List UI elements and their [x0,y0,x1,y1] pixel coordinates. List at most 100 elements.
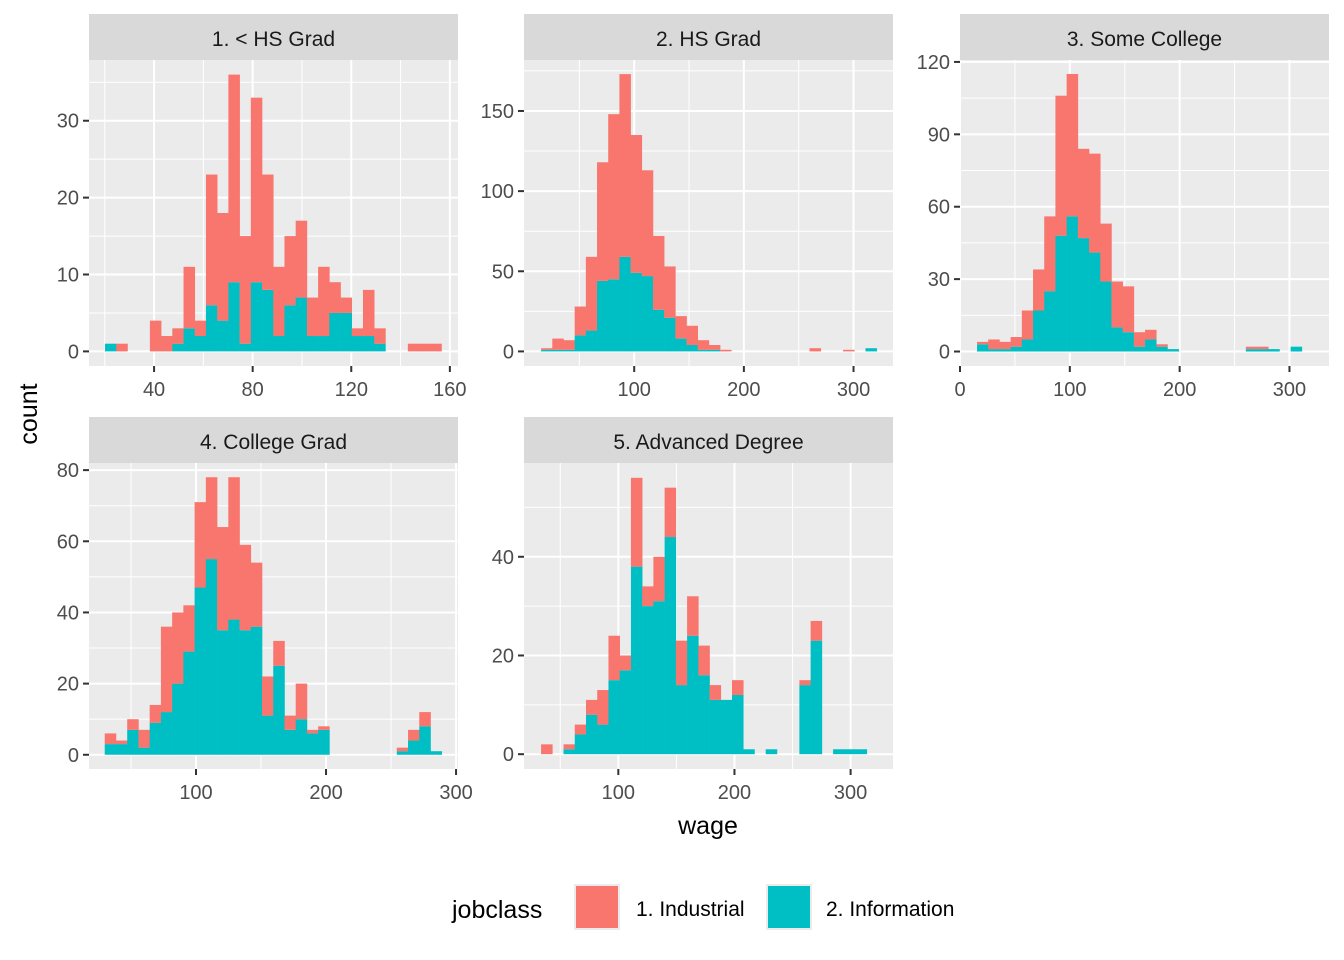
histogram-bars [541,74,877,352]
bar-industrial [810,620,823,641]
bar-industrial [1122,286,1135,333]
bar-information [1010,346,1023,352]
bar-information [709,699,722,755]
bar-information [552,349,564,352]
bar-information [295,719,308,755]
x-tick-label: 100 [1053,379,1086,401]
x-tick-label: 120 [335,379,368,401]
bar-industrial [697,340,710,350]
bar-industrial [630,477,643,567]
facet-strip [960,14,1329,60]
y-tick-label: 0 [503,341,514,363]
legend-label-information: 2. Information [826,898,954,921]
bar-information [273,336,285,352]
y-tick-label: 20 [57,674,79,696]
bar-information [720,699,733,755]
histogram-bars [541,477,868,755]
bar-industrial [149,704,162,723]
bar-industrial [1044,216,1056,292]
bar-information [284,305,296,352]
bar-information [228,282,240,352]
bar-industrial [1077,148,1090,239]
bar-information [844,749,856,755]
bar-information [295,297,308,352]
x-tick-label: 100 [602,782,635,804]
bar-industrial [228,74,240,283]
bar-industrial [1100,223,1112,282]
facets-layer: 1. < HS Grad 40 80 120 160 0 10 20 30 2. HS Grad 1… [57,14,1329,804]
y-tick-label: 50 [492,261,514,283]
bar-industrial [351,328,364,337]
bar-information [585,714,598,755]
x-axis-title: wage [677,812,738,840]
bar-industrial [675,316,687,339]
bar-information [855,749,868,755]
facet-strip-label: 1. < HS Grad [212,28,335,51]
bar-industrial [708,345,721,350]
bar-information [362,336,375,352]
bar-industrial [340,297,353,313]
bar-industrial [597,162,609,281]
facet-strip-label: 4. College Grad [200,431,347,454]
bar-industrial [642,586,654,607]
y-tick-label: 0 [939,342,950,364]
bar-industrial [999,341,1011,350]
x-tick-label: 100 [618,379,651,401]
bar-information [563,349,575,352]
bar-industrial [250,562,263,627]
bar-information [664,317,676,352]
bar-information [999,349,1011,352]
bar-industrial [407,343,420,352]
bar-industrial [664,266,676,318]
facet-panel-3: 3. Some College 0 100 200 300 0 30 60 90 120 [917,14,1329,401]
bar-industrial [619,655,632,671]
facet-panel-5: 5. Advanced Degree 100 200 300 0 20 40 [492,417,893,804]
bar-industrial [396,747,409,752]
bar-industrial [1156,344,1168,347]
bar-information [217,320,229,352]
bar-industrial [239,236,252,344]
bar-industrial [138,729,150,748]
bar-industrial [619,74,631,257]
bar-information [708,349,721,352]
bar-information [104,744,117,755]
facet-strip [524,417,893,463]
bar-industrial [552,338,564,350]
bar-information [619,670,632,755]
bar-information [172,343,184,352]
y-tick-label: 40 [57,602,79,624]
bar-industrial [217,527,229,631]
bar-industrial [362,289,375,337]
bar-industrial [205,174,218,306]
bar-industrial [686,325,698,346]
bar-industrial [262,676,274,716]
bar-information [318,729,330,755]
bar-information [1044,291,1056,352]
bar-industrial [329,282,341,313]
bar-information [641,276,654,352]
y-tick-label: 60 [928,197,950,219]
bar-industrial [273,266,285,337]
bar-information [1100,281,1112,352]
y-tick-label: 30 [928,269,950,291]
bar-information [574,734,587,755]
facet-panel-1: 1. < HS Grad 40 80 120 160 0 10 20 30 [57,14,467,401]
bar-industrial [541,744,553,755]
bar-information [250,282,263,352]
bar-industrial [1145,329,1157,340]
bar-information [732,694,744,755]
x-tick-label: 80 [242,379,264,401]
x-tick-label: 300 [837,379,870,401]
bar-information [194,587,207,755]
bar-information [351,336,364,352]
bar-industrial [183,605,195,652]
bar-information [262,289,274,352]
bar-information [574,335,587,352]
facet-strip [524,14,893,60]
bar-information [810,640,823,755]
bar-information [1167,349,1179,352]
bar-industrial [597,690,609,725]
bar-industrial [262,174,274,290]
bar-industrial [172,612,184,684]
bar-information [183,328,196,352]
